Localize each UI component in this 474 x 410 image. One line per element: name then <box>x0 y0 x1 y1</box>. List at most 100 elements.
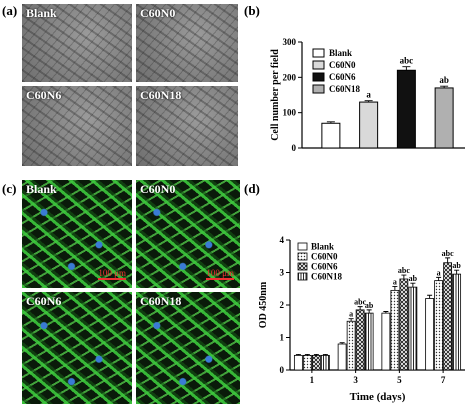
error-bar <box>295 353 301 356</box>
y-tick-label: 0 <box>280 365 285 375</box>
legend-label: C60N0 <box>311 252 338 262</box>
error-bar <box>392 286 398 291</box>
error-bar <box>402 66 411 71</box>
error-bar <box>401 274 407 279</box>
y-tick-label: 100 <box>283 108 297 118</box>
bar <box>408 286 418 371</box>
y-tick-label: 0 <box>292 143 297 153</box>
image-label: Blank <box>26 6 57 20</box>
significance-label: a <box>393 277 397 286</box>
error-bar <box>322 353 328 356</box>
fluorescence-image: C60N0 100 μm <box>136 180 240 288</box>
y-tick-label: 2 <box>280 300 285 310</box>
error-bar <box>427 294 433 299</box>
panel-label: (b) <box>244 3 260 18</box>
panel-label: (c) <box>2 181 16 196</box>
significance-label: ab <box>439 75 449 85</box>
bar <box>355 309 365 371</box>
scale-bar: 100 μm <box>206 268 234 280</box>
legend-label: C60N0 <box>329 60 356 70</box>
bar <box>364 312 374 371</box>
legend-swatch <box>297 242 308 251</box>
bar <box>434 87 454 149</box>
bar <box>321 122 341 149</box>
fluorescence-image: Blank 100 μm <box>22 180 132 288</box>
legend-label: Blank <box>311 242 334 252</box>
bar <box>390 289 400 371</box>
panel-label: (d) <box>244 181 260 196</box>
y-axis-title: Cell number per field <box>270 49 281 141</box>
significance-label: a <box>366 90 371 100</box>
error-bar <box>313 353 319 356</box>
bar <box>311 354 321 371</box>
error-bar <box>357 306 363 310</box>
error-bar <box>410 282 416 288</box>
significance-label: abc <box>442 249 454 258</box>
panel-label: (a) <box>2 3 17 18</box>
legend-swatch <box>312 72 325 82</box>
significance-label: abc <box>398 266 410 275</box>
image-label: C60N6 <box>26 294 62 308</box>
bar <box>293 354 303 371</box>
image-label: C60N0 <box>140 6 176 20</box>
x-tick-label: 5 <box>397 375 402 385</box>
image-label: Blank <box>26 182 57 196</box>
bar <box>399 278 409 371</box>
significance-label: abc <box>354 298 366 307</box>
y-tick-label: 1 <box>280 333 285 343</box>
legend-swatch <box>312 84 325 94</box>
x-tick-label: 7 <box>441 375 446 385</box>
bar <box>302 354 312 371</box>
error-bar <box>366 309 372 314</box>
image-label: C60N18 <box>140 88 182 102</box>
bar <box>396 69 416 149</box>
micrograph: C60N0 <box>136 4 238 82</box>
y-tick-label: 200 <box>283 72 297 82</box>
bar <box>359 101 379 149</box>
legend-swatch <box>297 262 308 271</box>
x-tick-label: 3 <box>353 375 358 385</box>
image-label: C60N0 <box>140 182 176 196</box>
legend-label: Blank <box>329 48 352 58</box>
significance-label: a <box>349 310 353 319</box>
error-bar <box>383 311 389 314</box>
error-bar <box>304 353 310 356</box>
x-tick-label: 1 <box>310 375 315 385</box>
y-tick-label: 4 <box>280 235 285 245</box>
error-bar <box>445 257 451 263</box>
image-label: C60N6 <box>26 88 62 102</box>
legend-swatch <box>312 48 325 58</box>
y-tick-label: 3 <box>280 268 285 278</box>
x-axis-title: Time (days) <box>350 391 406 403</box>
error-bar <box>348 318 354 322</box>
y-axis-title: OD 450nm <box>258 281 269 328</box>
legend-label: C60N18 <box>329 84 360 94</box>
significance-label: ab <box>365 301 374 310</box>
image-label: C60N18 <box>140 294 182 308</box>
micrograph: Blank <box>22 4 132 82</box>
legend-label: C60N6 <box>311 262 338 272</box>
significance-label: a <box>437 268 441 277</box>
bar <box>443 262 453 371</box>
legend-swatch <box>297 272 308 281</box>
fluorescence-image: C60N6 <box>22 292 132 404</box>
legend-swatch <box>297 252 308 261</box>
error-bar <box>339 342 345 344</box>
bar <box>425 298 435 371</box>
bar <box>434 280 444 371</box>
bar <box>381 312 391 371</box>
bar <box>320 354 330 371</box>
scale-bar: 100 μm <box>98 268 126 280</box>
error-bar <box>436 276 442 281</box>
bar <box>346 320 356 371</box>
fluorescence-image: C60N18 <box>136 292 240 404</box>
micrograph: C60N18 <box>136 86 238 166</box>
legend-label: C60N6 <box>329 72 356 82</box>
significance-label: ab <box>452 261 461 270</box>
significance-label: ab <box>409 274 418 283</box>
micrograph: C60N6 <box>22 86 132 166</box>
significance-label: abc <box>400 56 414 66</box>
legend-swatch <box>312 60 325 70</box>
